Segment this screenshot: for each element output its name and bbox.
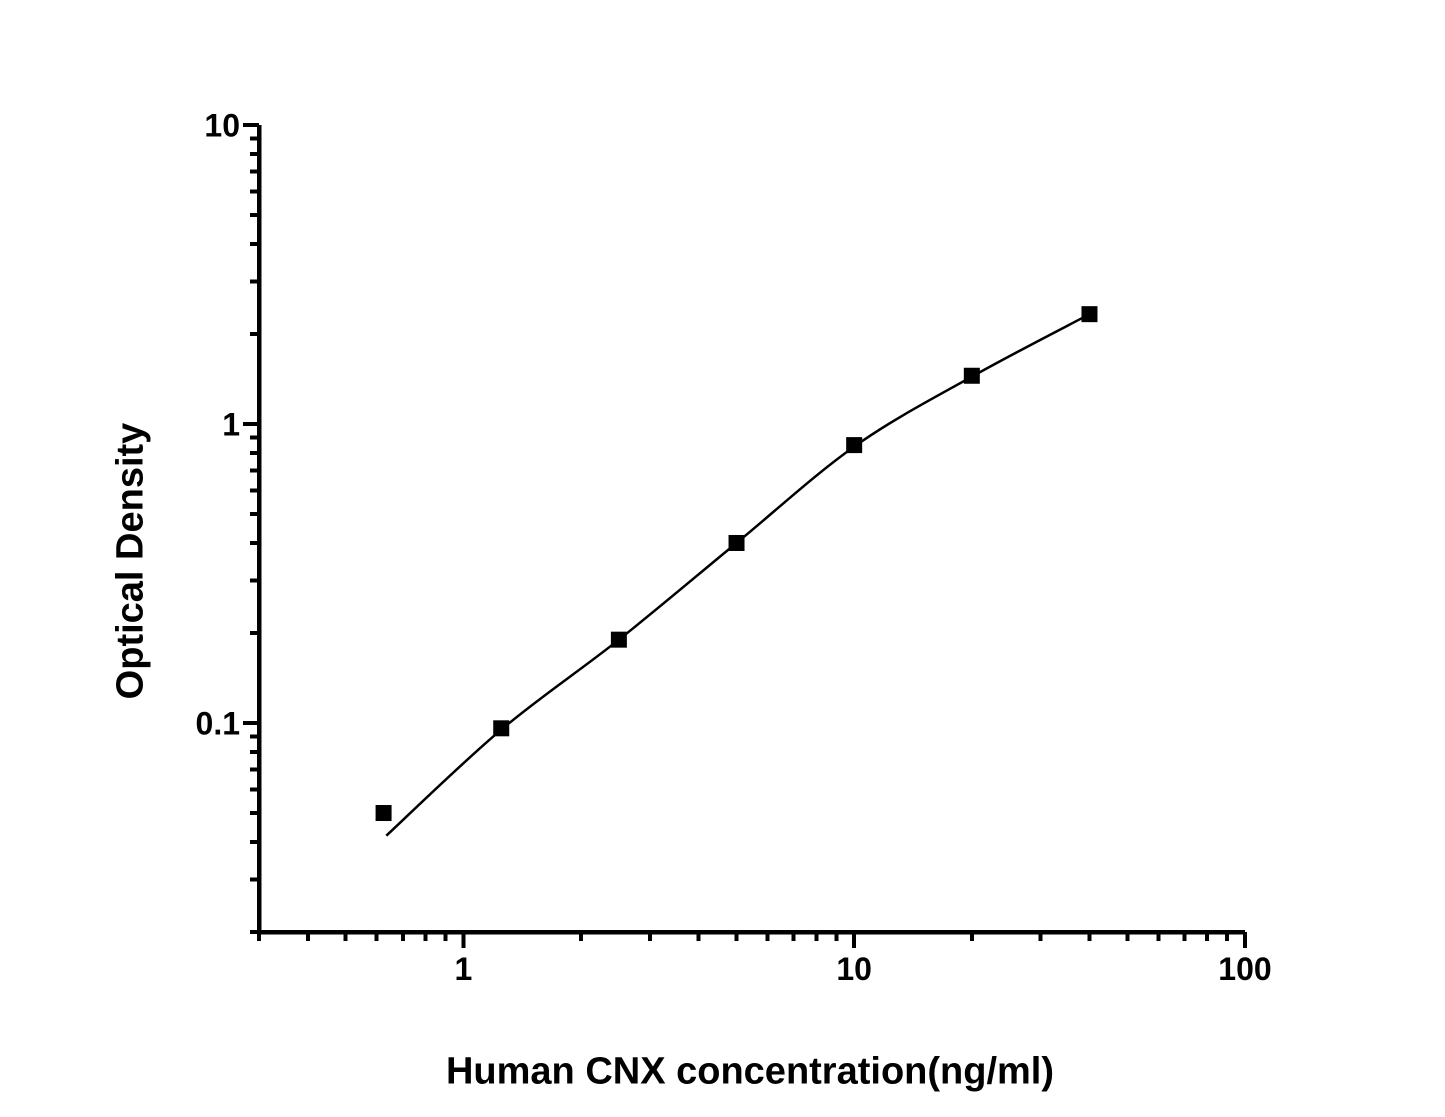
data-point-marker [493,720,510,737]
y-tick-label: 1 [222,407,240,443]
data-point-marker [846,437,863,454]
data-point-marker [728,534,745,551]
data-point-marker [375,805,392,822]
x-tick-label: 100 [1218,951,1271,987]
y-axis-title: Optical Density [109,422,152,700]
x-axis-title: Human CNX concentration(ng/ml) [445,1050,1055,1093]
data-point-marker [1081,306,1098,323]
x-tick-label: 10 [836,951,872,987]
fit-curve [385,313,1091,837]
y-tick-label: 0.1 [196,706,240,742]
data-point-marker [610,631,627,648]
y-tick-label: 10 [204,108,240,144]
data-point-marker [963,367,980,384]
x-tick-label: 1 [454,951,472,987]
